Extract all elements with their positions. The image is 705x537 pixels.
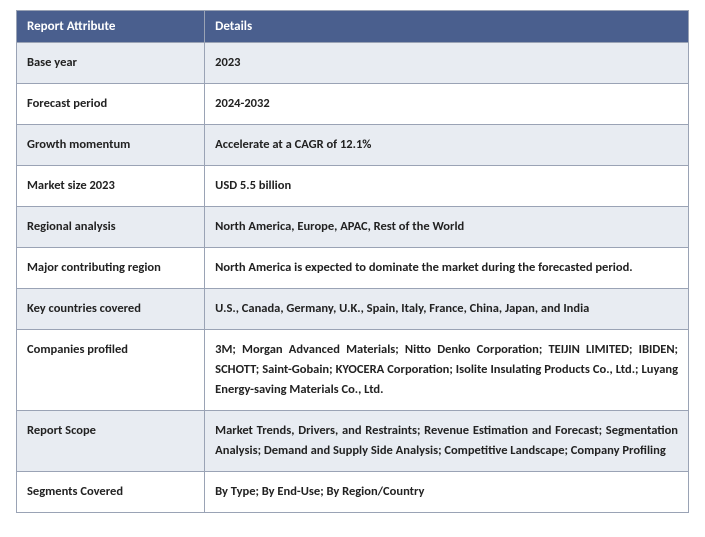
table-row: Growth momentumAccelerate at a CAGR of 1… — [17, 125, 689, 166]
header-details: Details — [205, 11, 689, 43]
details-cell: U.S., Canada, Germany, U.K., Spain, Ital… — [205, 289, 689, 330]
table-row: Key countries coveredU.S., Canada, Germa… — [17, 289, 689, 330]
table-row: Major contributing regionNorth America i… — [17, 248, 689, 289]
attribute-cell: Base year — [17, 43, 205, 84]
details-cell: Accelerate at a CAGR of 12.1% — [205, 125, 689, 166]
attribute-cell: Forecast period — [17, 84, 205, 125]
details-cell: 2023 — [205, 43, 689, 84]
attribute-cell: Major contributing region — [17, 248, 205, 289]
details-cell: Market Trends, Drivers, and Restraints; … — [205, 411, 689, 472]
table-row: Companies profiled3M; Morgan Advanced Ma… — [17, 330, 689, 411]
table-row: Market size 2023USD 5.5 billion — [17, 166, 689, 207]
attribute-cell: Companies profiled — [17, 330, 205, 411]
attribute-cell: Growth momentum — [17, 125, 205, 166]
attribute-cell: Market size 2023 — [17, 166, 205, 207]
header-attribute: Report Attribute — [17, 11, 205, 43]
details-cell: By Type; By End-Use; By Region/Country — [205, 472, 689, 513]
table-row: Regional analysisNorth America, Europe, … — [17, 207, 689, 248]
details-cell: 2024-2032 — [205, 84, 689, 125]
details-cell: USD 5.5 billion — [205, 166, 689, 207]
details-cell: North America is expected to dominate th… — [205, 248, 689, 289]
details-cell: North America, Europe, APAC, Rest of the… — [205, 207, 689, 248]
table-row: Forecast period2024-2032 — [17, 84, 689, 125]
report-attributes-table: Report Attribute Details Base year2023Fo… — [16, 10, 689, 513]
attribute-cell: Segments Covered — [17, 472, 205, 513]
attribute-cell: Key countries covered — [17, 289, 205, 330]
table-row: Segments CoveredBy Type; By End-Use; By … — [17, 472, 689, 513]
table-row: Base year2023 — [17, 43, 689, 84]
attribute-cell: Regional analysis — [17, 207, 205, 248]
table-row: Report ScopeMarket Trends, Drivers, and … — [17, 411, 689, 472]
attribute-cell: Report Scope — [17, 411, 205, 472]
details-cell: 3M; Morgan Advanced Materials; Nitto Den… — [205, 330, 689, 411]
table-header-row: Report Attribute Details — [17, 11, 689, 43]
